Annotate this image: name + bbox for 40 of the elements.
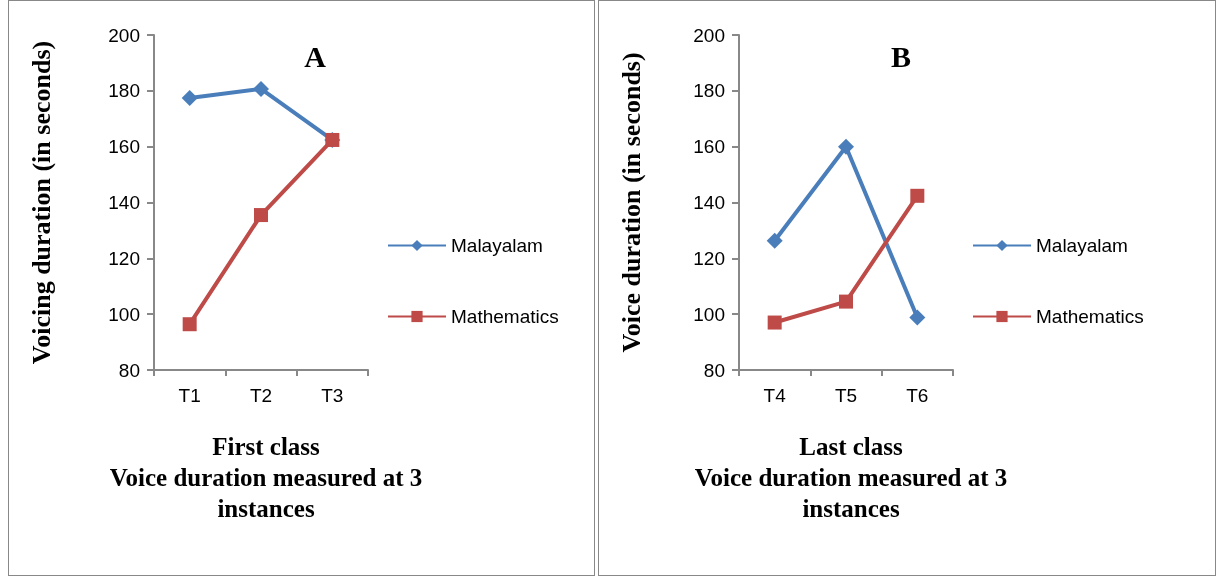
y-tick-label: 120 [108, 247, 140, 269]
y-axis-title: Voicing duration (in seconds) [26, 40, 56, 365]
annotation: A [304, 39, 327, 73]
y-tick-label: 160 [693, 136, 725, 158]
point [910, 188, 925, 203]
legend-label: Malayalam [1036, 235, 1128, 256]
x-axis-title: First class Voice duration measured at 3 instances [109, 433, 423, 522]
y-tick-label: 200 [108, 24, 140, 46]
x-tick-label: T6 [906, 385, 929, 406]
point [182, 317, 197, 332]
y-tick-label: 80 [703, 359, 725, 381]
point [766, 232, 783, 249]
y-tick-label: 100 [108, 303, 140, 325]
y-tick-label: 160 [108, 136, 140, 158]
x-tick-label: T3 [321, 385, 344, 406]
y-tick-label: 120 [693, 247, 725, 269]
point [253, 80, 269, 97]
y-tick-label: 80 [118, 359, 140, 381]
legend-label: Mathematics [451, 306, 559, 327]
x-tick-label: T2 [249, 385, 273, 406]
x-tick-label: T4 [763, 385, 787, 406]
point [181, 90, 198, 107]
x-tick-label: T5 [834, 385, 858, 406]
legend-label: Malayalam [451, 235, 543, 256]
x-tick-label: T1 [178, 385, 201, 406]
y-tick-label: 180 [693, 80, 725, 102]
annotation: B [890, 39, 912, 73]
y-tick-label: 200 [693, 24, 725, 46]
y-tick-label: 100 [693, 303, 725, 325]
point [909, 309, 926, 326]
y-tick-label: 140 [693, 192, 725, 213]
y-tick-label: 180 [108, 80, 140, 102]
point [767, 315, 782, 330]
point [838, 138, 854, 155]
x-axis-title: Last class Voice duration measured at 3 instances [694, 433, 1008, 522]
point [254, 208, 268, 223]
point [839, 294, 853, 309]
y-tick-label: 140 [108, 192, 140, 213]
y-axis-title: Voice duration (in seconds) [616, 52, 646, 353]
legend-label: Mathematics [1036, 306, 1144, 327]
